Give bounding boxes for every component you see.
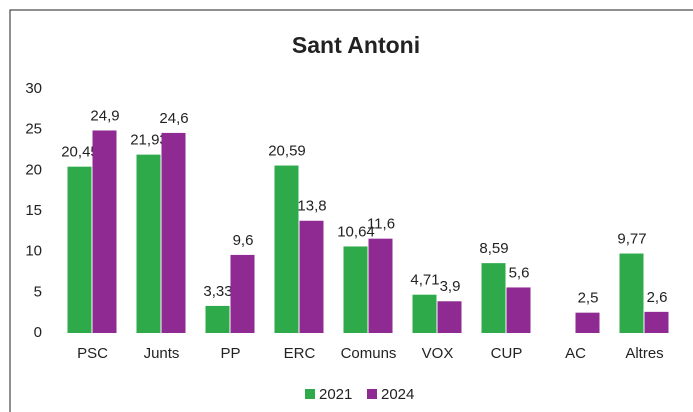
- data-label: 11,6: [367, 216, 395, 233]
- x-tick-label: VOX: [422, 345, 454, 362]
- bar: [230, 254, 255, 333]
- data-label: 24,9: [90, 107, 119, 124]
- data-label: 4,71: [410, 272, 439, 289]
- x-tick-label: AC: [565, 345, 586, 362]
- bar: [67, 166, 92, 333]
- chart-frame: [9, 9, 693, 412]
- legend-swatch: [305, 389, 315, 399]
- bar: [299, 220, 324, 333]
- bar: [575, 312, 600, 333]
- bar: [205, 305, 230, 333]
- data-label: 2,6: [647, 289, 668, 306]
- legend-label: 2021: [319, 386, 352, 403]
- x-tick-label: Comuns: [341, 345, 397, 362]
- bar: [343, 246, 368, 333]
- y-tick-label: 0: [34, 324, 42, 341]
- data-label: 20,45: [61, 144, 99, 161]
- data-label: 5,6: [509, 264, 530, 281]
- data-label: 13,8: [297, 198, 326, 215]
- x-tick-label: CUP: [491, 345, 523, 362]
- x-tick-label: ERC: [284, 345, 316, 362]
- y-tick-label: 20: [25, 161, 42, 178]
- legend-label: 2024: [381, 386, 414, 403]
- data-label: 21,93: [130, 132, 168, 149]
- x-tick-label: Junts: [144, 345, 180, 362]
- bar: [644, 311, 669, 333]
- y-tick-label: 15: [25, 202, 42, 219]
- y-tick-label: 10: [25, 243, 42, 260]
- data-label: 24,6: [159, 110, 188, 127]
- bar: [481, 263, 506, 333]
- bar: [412, 294, 437, 333]
- data-label: 3,9: [440, 278, 461, 295]
- chart-title: Sant Antoni: [292, 32, 420, 58]
- data-label: 9,6: [233, 232, 254, 249]
- bar: [368, 238, 393, 333]
- x-tick-label: PSC: [77, 345, 108, 362]
- y-tick-label: 30: [25, 80, 42, 97]
- bar: [92, 130, 117, 333]
- x-tick-label: Altres: [625, 345, 663, 362]
- bar: [619, 253, 644, 333]
- bar: [506, 287, 531, 333]
- y-tick-label: 5: [34, 283, 42, 300]
- data-label: 9,77: [617, 231, 646, 248]
- data-label: 20,59: [268, 143, 306, 160]
- data-label: 8,59: [479, 240, 508, 257]
- data-label: 10,64: [337, 223, 375, 240]
- x-tick-label: PP: [220, 345, 240, 362]
- bar: [161, 132, 186, 333]
- bar: [136, 154, 161, 333]
- legend-swatch: [367, 389, 377, 399]
- data-label: 3,33: [203, 283, 232, 300]
- bar: [274, 165, 299, 333]
- data-label: 2,5: [578, 290, 599, 307]
- bar: [437, 301, 462, 333]
- y-tick-label: 25: [25, 121, 42, 138]
